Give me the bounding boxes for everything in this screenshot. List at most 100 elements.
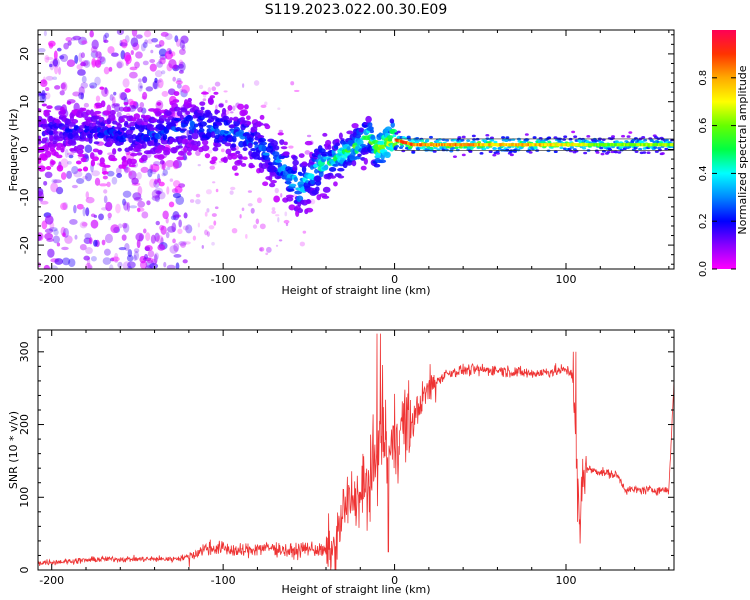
- spectrogram-cell: [81, 107, 87, 112]
- spectrogram-noise-blob: [259, 223, 266, 230]
- spectrogram-cell: [270, 180, 277, 184]
- spectrogram-cell: [507, 138, 512, 142]
- spectrogram-noise-blob: [127, 261, 136, 269]
- spectrogram-cell: [497, 146, 502, 150]
- spectrogram-noise-blob: [309, 198, 316, 205]
- spectrogram-noise-blob: [122, 198, 127, 206]
- spectrogram-noise-blob: [140, 166, 149, 173]
- spectrogram-cell: [38, 139, 42, 145]
- spectrogram-noise-blob: [211, 241, 215, 246]
- spectrogram-cell: [472, 138, 477, 141]
- spectrogram-carrier-cell: [534, 143, 537, 147]
- spectrogram-noise-blob: [304, 150, 311, 155]
- spectrogram-noise-blob: [98, 213, 104, 221]
- spectrogram-cell: [568, 149, 573, 153]
- spectrogram-carrier-cell: [511, 143, 514, 147]
- spectrogram-noise-blob: [290, 81, 295, 86]
- spectrogram-cell: [185, 114, 194, 122]
- spectrogram-noise-blob: [147, 250, 155, 258]
- spectrogram-cell: [86, 133, 93, 139]
- spectrogram-carrier-cell: [485, 143, 488, 147]
- spectrogram-carrier-cell: [664, 143, 668, 147]
- spectrogram-cell: [126, 124, 132, 129]
- spectrogram-carrier-cell: [419, 143, 422, 147]
- snr-xtick-label: 100: [556, 574, 577, 587]
- spectrogram-cell: [112, 148, 117, 155]
- spectrogram-carrier-cell: [586, 143, 589, 147]
- spectrogram-noise-blob: [201, 244, 204, 249]
- spectrogram-noise-blob: [145, 265, 153, 269]
- spectrogram-cell: [190, 121, 196, 128]
- spectrogram-noise-blob: [136, 172, 142, 180]
- spectrogram-cell: [600, 152, 605, 156]
- spectrogram-carrier-cell: [460, 143, 463, 147]
- spectrogram-cell: [231, 143, 237, 148]
- spectrogram-noise-blob: [173, 254, 182, 258]
- spectrogram-noise-blob: [142, 91, 148, 100]
- spectrogram-carrier-cell: [505, 143, 509, 147]
- spectrogram-noise-blob: [138, 78, 142, 83]
- spectrogram-noise-blob: [87, 265, 93, 269]
- spectrogram-carrier-cell: [615, 143, 618, 147]
- spectrogram-cell: [277, 132, 284, 136]
- spectrogram-noise-blob: [110, 224, 120, 234]
- spectrogram-cell: [225, 148, 232, 155]
- spectrogram-cell: [327, 144, 332, 150]
- snr-line: [38, 333, 674, 570]
- spectrogram-carrier-cell: [527, 143, 530, 147]
- spectrogram-noise-blob: [173, 243, 180, 252]
- spectrogram-noise-blob: [86, 257, 91, 267]
- spectrogram-xtick-label: 100: [556, 273, 577, 286]
- spectrogram-noise-blob: [205, 189, 212, 195]
- spectrogram-noise-blob: [149, 164, 154, 174]
- spectrogram-carrier-cell: [463, 143, 466, 147]
- spectrogram-noise-blob: [84, 232, 92, 240]
- snr-xtick-label: -200: [39, 574, 64, 587]
- spectrogram-cell: [280, 165, 287, 171]
- spectrogram-noise-blob: [76, 203, 84, 210]
- spectrogram-cell: [627, 145, 632, 149]
- spectrogram-cell: [286, 181, 291, 185]
- spectrogram-noise-blob: [130, 50, 134, 55]
- spectrogram-noise-blob: [101, 87, 109, 97]
- spectrogram-carrier-cell: [666, 143, 669, 147]
- spectrogram-noise-blob: [116, 60, 124, 69]
- spectrogram-carrier-cell: [607, 143, 610, 147]
- spectrogram-cell: [410, 139, 415, 142]
- spectrogram-cell: [322, 186, 331, 193]
- spectrogram-cell: [672, 146, 674, 150]
- spectrogram-xtick-label: -200: [39, 273, 64, 286]
- spectrogram-noise-blob: [101, 239, 106, 246]
- spectrogram-cell: [351, 160, 357, 167]
- spectrogram-noise-blob: [155, 220, 160, 226]
- spectrogram-noise-blob: [64, 235, 73, 244]
- spectrogram-cell: [129, 158, 137, 165]
- spectrogram-cell: [268, 175, 273, 182]
- spectrogram-carrier-cell: [597, 143, 600, 147]
- spectrogram-carrier-cell: [620, 143, 624, 147]
- spectrogram-carrier-cell: [518, 143, 521, 147]
- spectrogram-carrier-cell: [476, 143, 480, 147]
- spectrogram-carrier-cell: [556, 143, 559, 147]
- spectrogram-noise-blob: [157, 244, 166, 251]
- spectrogram-noise-blob: [172, 76, 177, 82]
- spectrogram-cell: [128, 164, 136, 168]
- spectrogram-noise-blob: [165, 231, 170, 239]
- spectrogram-cell: [338, 132, 343, 140]
- spectrogram-cell: [337, 167, 345, 172]
- spectrogram-cell: [485, 133, 490, 137]
- spectrogram-cell: [45, 165, 52, 171]
- spectrogram-cell: [485, 137, 490, 140]
- spectrogram-carrier-cell: [394, 138, 397, 142]
- colorbar-label: Normalized spectral amplitude: [736, 65, 749, 234]
- spectrogram-cell: [553, 136, 558, 139]
- spectrogram-noise-blob: [108, 66, 113, 72]
- spectrogram-cell: [641, 136, 646, 139]
- spectrogram-noise-blob: [123, 166, 131, 173]
- spectrogram-carrier-cell: [522, 143, 525, 147]
- spectrogram-xtick-label: -100: [211, 273, 236, 286]
- spectrogram-noise-blob: [127, 249, 133, 258]
- spectrogram-cell: [420, 139, 425, 142]
- spectrogram-noise-blob: [54, 85, 61, 90]
- spectrogram-noise-blob: [60, 172, 67, 180]
